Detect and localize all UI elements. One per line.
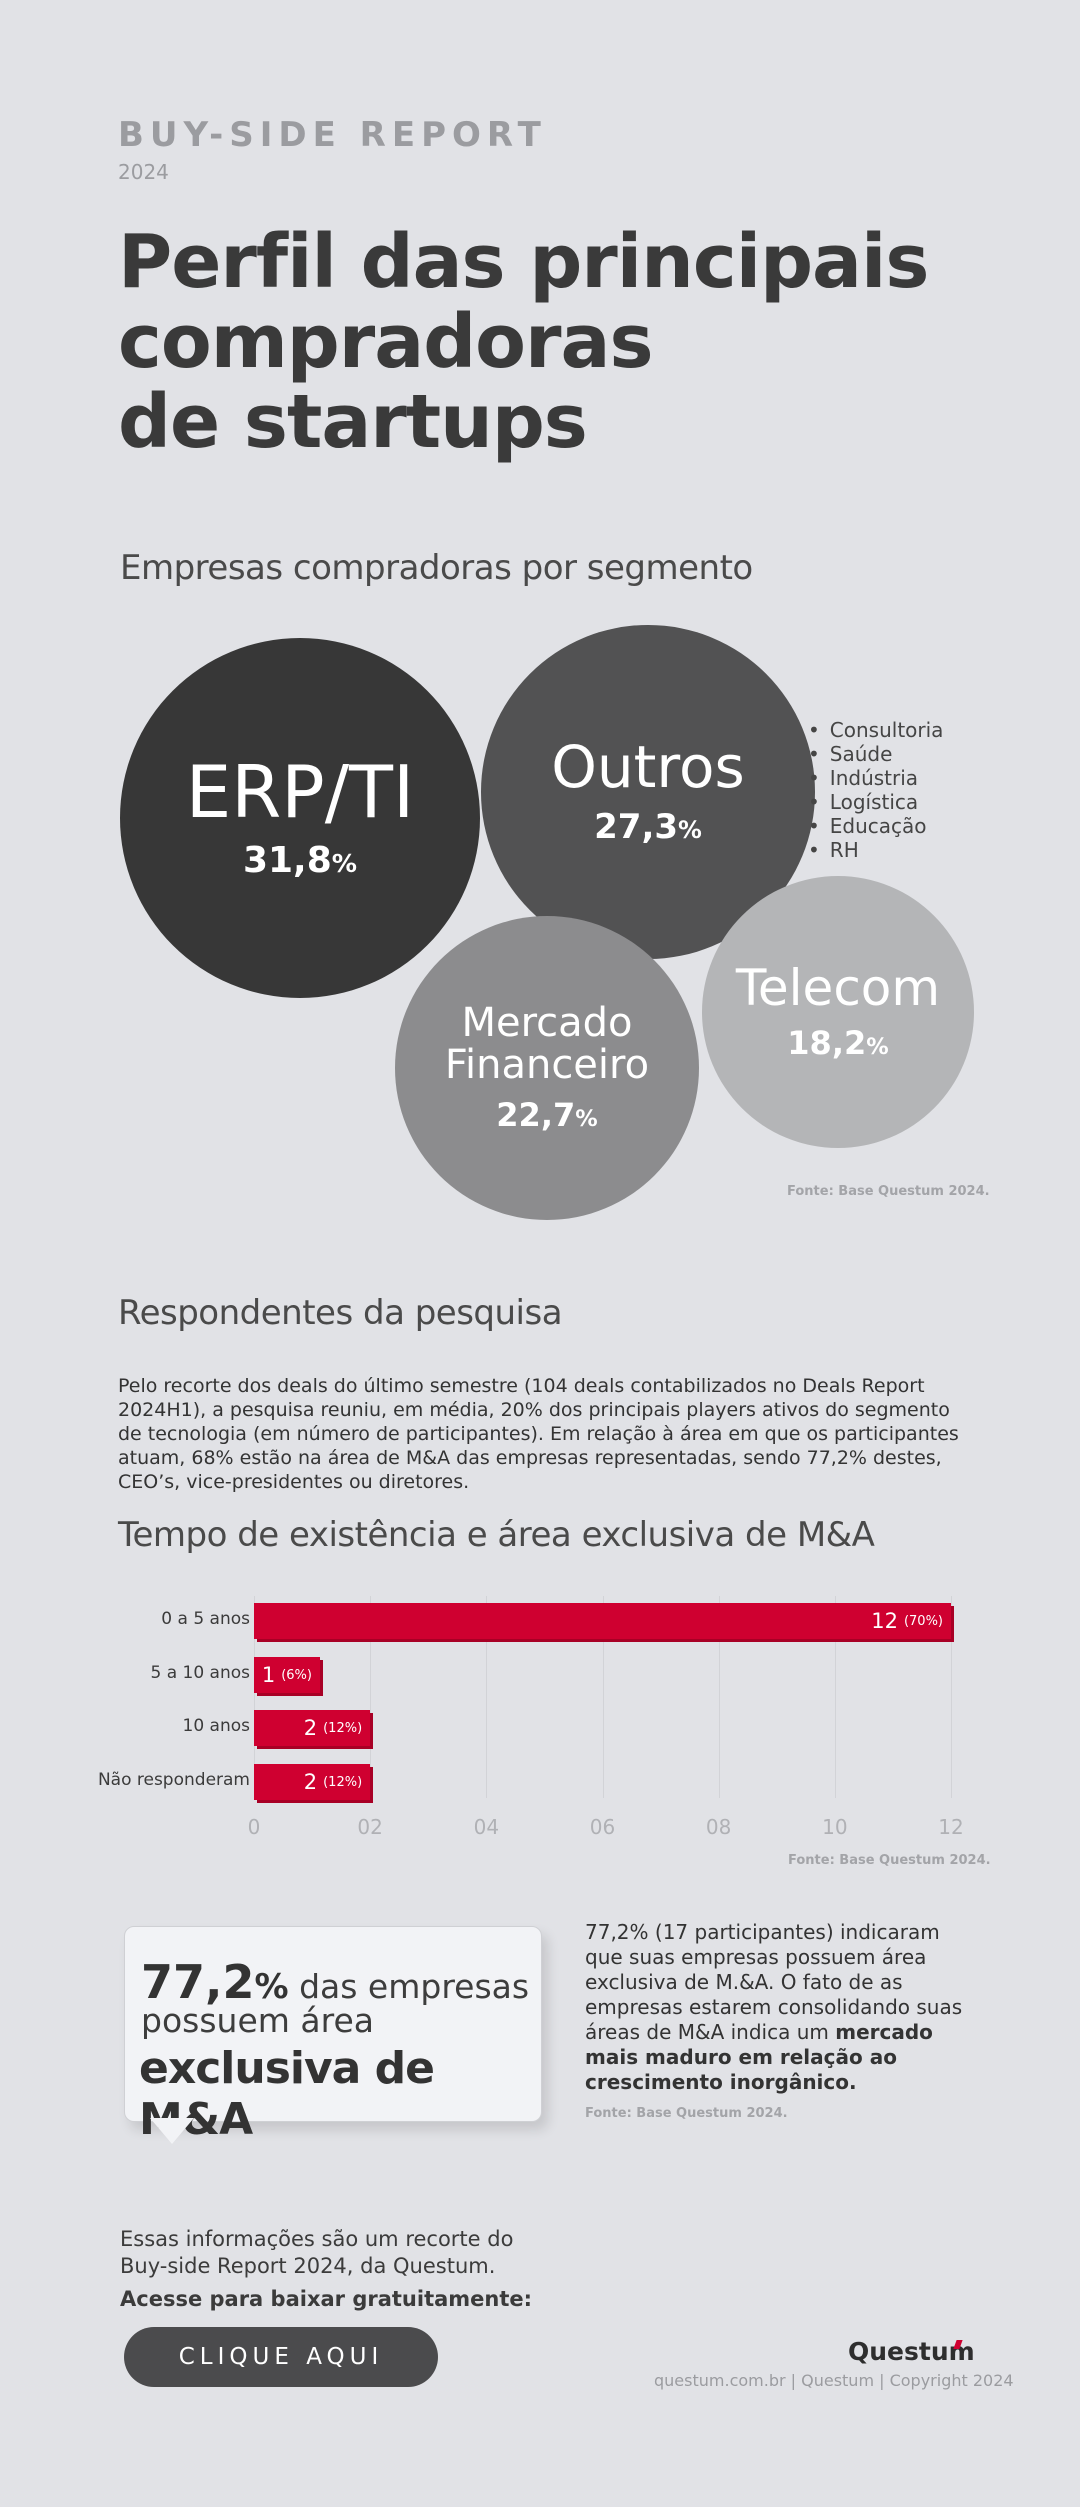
x-tick-label: 04 [473,1815,500,1839]
page-title: Perfil das principais compradoras de sta… [118,222,938,462]
segment-bubble: Mercado Financeiro 22,7% [394,915,700,1221]
callout-line-3: exclusiva de M&A [139,2043,435,2145]
outros-item: RH [808,838,943,862]
footer-line-3: Acesse para baixar gratuitamente: [120,2287,533,2311]
outros-item: Logística [808,790,943,814]
gridline [486,1596,488,1798]
gridline [370,1596,372,1798]
report-year: 2024 [118,160,169,184]
callout-big-number: 77,2 [141,1955,255,2009]
segment-bubble: ERP/TI 31,8% [120,638,480,998]
bar-value-label: 1 [261,1663,276,1687]
outros-item: Educação [808,814,943,838]
footer-line-2: Buy-side Report 2024, da Questum. [120,2254,496,2278]
bar-value-label: 2 [303,1716,318,1740]
segment-value: 27,3% [594,807,702,848]
segment-value: 18,2% [787,1024,889,1063]
x-tick-label: 06 [589,1815,616,1839]
bar-value-label: 2 [303,1770,318,1794]
title-line-3: de startups [118,379,588,465]
segment-value: 22,7% [496,1095,598,1134]
outros-item: Saúde [808,742,943,766]
bar-percent-label: (12%) [323,1774,363,1790]
gridline [834,1596,836,1798]
respondents-paragraph: Pelo recorte dos deals do último semestr… [118,1375,959,1493]
y-category-label: 0 a 5 anos [161,1609,250,1629]
segment-bubble: Telecom 18,2% [701,875,975,1149]
tempo-heading: Tempo de existência e área exclusiva de … [118,1515,875,1555]
insight-bold: mercado mais maduro em relação ao cresci… [585,2020,933,2094]
bar: 2 (12%) [254,1710,371,1746]
bar-percent-label: (6%) [281,1667,312,1683]
segment-label: ERP/TI [185,749,415,834]
title-line-1: Perfil das principais [118,219,929,305]
y-category-label: 5 a 10 anos [150,1663,250,1683]
brand-logo: Questum [848,2337,975,2366]
callout-box: 77,2% das empresas possuem área exclusiv… [124,1926,542,2145]
outros-item: Consultoria [808,718,944,742]
x-tick-label: 10 [822,1815,848,1839]
respondents-heading: Respondentes da pesquisa [118,1293,563,1333]
bar: 12 (70%) [254,1603,951,1639]
segments-source: Fonte: Base Questum 2024. [787,1184,990,1199]
gridline [951,1596,952,1798]
segment-label: Telecom [735,958,941,1017]
gridline [254,1596,255,1798]
insight-text: 77,2% (17 participantes) indicaram que s… [585,1920,965,2095]
insight-plain: 77,2% (17 participantes) indicaram que s… [585,1920,963,2044]
outros-list: Consultoria Saúde Indústria Logística Ed… [808,718,944,862]
footer-line-1: Essas informações são um recorte do [120,2227,514,2251]
segment-value: 31,8% [242,840,358,882]
callout-line-1: 77,2% das empresas [141,1955,529,2009]
y-category-label: 10 anos [182,1716,251,1736]
title-line-2: compradoras [118,299,654,385]
segments-heading: Empresas compradoras por segmento [120,548,753,588]
x-tick-label: 02 [357,1815,383,1839]
gridline [718,1596,720,1798]
bar-percent-label: (70%) [903,1613,943,1629]
report-label: BUY-SIDE REPORT [118,115,547,155]
cta-button[interactable]: CLIQUE AQUI [124,2327,438,2387]
segment-label: Outros [551,732,745,801]
tempo-source: Fonte: Base Questum 2024. [788,1853,991,1868]
bar: 1 (6%) [254,1657,320,1693]
callout-tail [150,2118,194,2144]
copyright: questum.com.br | Questum | Copyright 202… [654,2371,1014,2390]
callout-percent: % [254,1967,289,2007]
x-tick-label: 08 [705,1815,732,1839]
bar: 2 (12%) [254,1764,371,1800]
bar-value-label: 12 [871,1609,898,1633]
callout-line-2: possuem área [141,2001,374,2040]
x-tick-label: 0 [247,1815,261,1839]
footer-text: Essas informações são um recorte do Buy-… [120,2226,532,2313]
x-tick-label: 12 [938,1815,964,1839]
gridline [602,1596,604,1798]
bar-percent-label: (12%) [323,1720,363,1736]
outros-item: Indústria [808,766,943,790]
callout-text-1: das empresas [288,1967,530,2006]
segment-label: Mercado Financeiro [444,999,650,1088]
insight-source: Fonte: Base Questum 2024. [585,2106,788,2121]
y-category-label: Não responderam [97,1770,250,1790]
